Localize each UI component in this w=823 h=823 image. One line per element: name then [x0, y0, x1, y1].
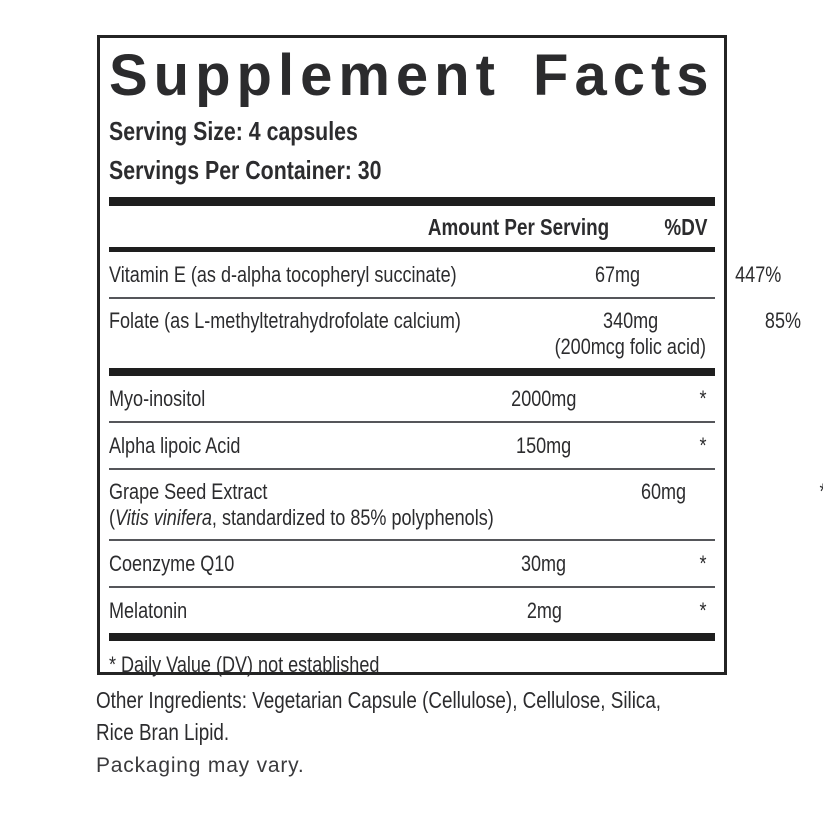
species-italic: Vitis vinifera	[115, 505, 212, 530]
ingredient-name-line2: (Vitis vinifera, standardized to 85% pol…	[109, 505, 494, 530]
divider-thin	[109, 421, 715, 423]
ingredient-name: Myo-inositol	[109, 386, 206, 411]
ingredient-amount-line2: (200mcg folic acid)	[554, 334, 707, 359]
divider-thin	[109, 586, 715, 588]
ingredient-name: Alpha lipoic Acid	[109, 433, 241, 458]
ingredient-dv: 447%	[734, 262, 781, 287]
ingredient-amount: 150mg	[516, 433, 572, 458]
ingredient-amount: 30mg	[521, 551, 567, 576]
ingredient-amount: 60mg	[640, 479, 686, 504]
below-panel-text: Other Ingredients: Vegetarian Capsule (C…	[96, 684, 796, 781]
divider-medium-under-header	[109, 247, 715, 252]
divider-thin	[109, 468, 715, 470]
serving-size-text: Serving Size: 4 capsules	[109, 116, 358, 146]
ingredient-name: Grape Seed Extract	[109, 479, 268, 504]
ingredient-dv: 85%	[764, 308, 801, 333]
ingredient-dv: *	[819, 479, 823, 505]
ingredient-amount: 2mg	[526, 598, 562, 623]
ingredient-amount: 67mg	[595, 262, 641, 287]
table-row: Grape Seed Extract (Vitis vinifera, stan…	[109, 470, 823, 539]
table-row: Coenzyme Q10 30mg *	[109, 541, 715, 586]
ingredient-dv: *	[699, 551, 707, 576]
divider-thin	[109, 297, 715, 299]
table-header-row: Amount Per Serving %DV	[109, 206, 715, 247]
servings-per-container-line: Servings Per Container: 30	[109, 156, 715, 184]
header-dv-cell: %DV	[629, 215, 715, 240]
dv-header: %DV	[664, 214, 707, 240]
table-row: Vitamin E (as d-alpha tocopheryl succina…	[109, 252, 781, 297]
packaging-note: Packaging may vary.	[96, 754, 305, 777]
divider-thin	[109, 539, 715, 541]
amount-per-serving-header: Amount Per Serving	[427, 214, 610, 240]
table-row: Myo-inositol 2000mg *	[109, 376, 715, 421]
table-row: Melatonin 2mg *	[109, 588, 715, 633]
ingredient-name: Coenzyme Q10	[109, 551, 235, 576]
ingredient-name: Vitamin E (as d-alpha tocopheryl succina…	[109, 262, 457, 287]
ingredient-amount: 2000mg	[511, 386, 577, 411]
header-amount-cell: Amount Per Serving	[408, 215, 629, 240]
divider-thick-top	[109, 197, 715, 206]
ingredient-dv: *	[699, 598, 707, 623]
ingredient-name: Folate (as L-methyltetrahydrofolate calc…	[109, 308, 461, 333]
supplement-facts-panel: Supplement Facts Serving Size: 4 capsule…	[97, 35, 823, 677]
divider-thick-middle	[109, 368, 715, 376]
table-row: Folate (as L-methyltetrahydrofolate calc…	[109, 299, 801, 368]
other-ingredients-line2: Rice Bran Lipid.	[96, 719, 230, 745]
other-ingredients-line1: Other Ingredients: Vegetarian Capsule (C…	[96, 687, 662, 713]
serving-size-line: Serving Size: 4 capsules	[109, 117, 715, 145]
ingredient-name: Melatonin	[109, 598, 188, 623]
ingredient-dv: *	[699, 386, 707, 411]
ingredient-amount: 340mg	[602, 308, 659, 333]
ingredient-dv: *	[699, 433, 707, 458]
table-row: Alpha lipoic Acid 150mg *	[109, 423, 715, 468]
dv-footnote: * Daily Value (DV) not established	[109, 652, 380, 677]
divider-thick-bottom	[109, 633, 715, 641]
panel-title: Supplement Facts	[109, 43, 715, 108]
servings-per-container-text: Servings Per Container: 30	[109, 155, 382, 185]
